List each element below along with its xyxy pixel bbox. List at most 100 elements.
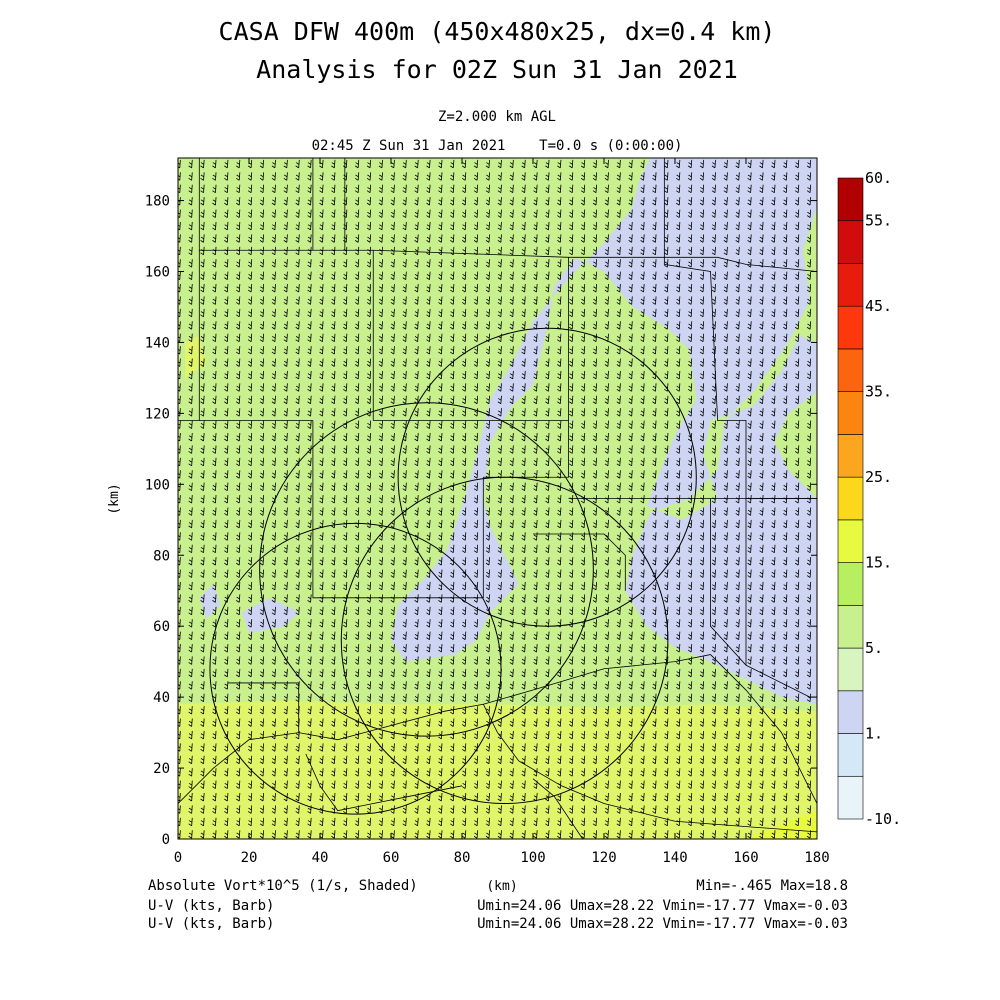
wind-barb — [711, 507, 716, 516]
wind-barb — [521, 619, 526, 628]
wind-barb — [545, 730, 550, 740]
wind-barb — [366, 805, 372, 814]
wind-barb — [616, 221, 621, 231]
wind-barb — [711, 743, 716, 752]
county-line — [532, 778, 584, 839]
wind-barb — [473, 383, 479, 392]
wind-barb — [628, 507, 633, 516]
wind-barb — [747, 159, 752, 169]
wind-barb — [307, 581, 312, 591]
wind-barb — [212, 259, 217, 268]
wind-barb — [557, 259, 562, 268]
wind-barb — [771, 668, 776, 678]
wind-barb — [759, 569, 764, 578]
wind-barb — [569, 271, 574, 280]
wind-barb — [711, 594, 716, 603]
wind-barb — [485, 532, 490, 541]
wind-barb — [200, 470, 205, 479]
wind-barb — [354, 209, 360, 218]
wind-barb — [473, 432, 479, 442]
wind-barb — [485, 668, 490, 678]
wind-barb — [759, 532, 764, 541]
wind-barb — [319, 730, 324, 740]
wind-barb — [485, 184, 490, 194]
wind-barb — [366, 296, 372, 305]
wind-barb — [271, 234, 276, 243]
wind-barb — [652, 594, 657, 603]
wind-barb — [533, 644, 538, 653]
wind-barb — [390, 395, 395, 405]
wind-barb — [236, 159, 241, 169]
wind-barb — [283, 780, 288, 789]
wind-barb — [497, 495, 502, 504]
wind-barb — [545, 507, 550, 516]
wind-barb — [283, 159, 288, 169]
wind-barb — [497, 383, 502, 392]
wind-barb — [521, 656, 526, 665]
wind-barb — [806, 681, 812, 690]
wind-barb — [450, 283, 455, 293]
wind-barb — [533, 619, 538, 628]
wind-barb — [200, 209, 205, 218]
wind-barb — [533, 457, 538, 467]
y-tick-label: 40 — [153, 690, 170, 706]
wind-barb — [664, 184, 669, 194]
wind-barb — [188, 420, 193, 429]
wind-barb — [450, 681, 455, 690]
wind-barb — [652, 693, 657, 703]
wind-barb — [450, 743, 455, 752]
wind-barb — [271, 209, 276, 218]
wind-barb — [616, 159, 621, 169]
wind-barb — [794, 370, 800, 380]
wind-barb — [271, 768, 276, 777]
field-background — [178, 158, 817, 839]
wind-barb — [545, 333, 550, 343]
wind-barb — [616, 283, 621, 293]
wind-barb — [236, 792, 241, 802]
wind-barb — [747, 445, 752, 454]
wind-barb — [545, 395, 550, 405]
wind-barb — [473, 693, 479, 703]
wind-barb — [747, 321, 752, 330]
wind-barb — [783, 283, 788, 293]
wind-barb — [212, 755, 217, 765]
wind-barb — [212, 532, 217, 541]
wind-barb — [640, 532, 645, 541]
wind-barb — [723, 581, 728, 591]
wind-barb — [533, 495, 538, 504]
wind-barb — [616, 395, 621, 405]
wind-barb — [533, 507, 538, 516]
wind-barb — [426, 817, 431, 827]
wind-barb — [723, 395, 728, 405]
wind-barb — [450, 259, 455, 268]
wind-barb — [723, 569, 728, 578]
wind-barb — [378, 395, 383, 405]
wind-barb — [652, 656, 657, 665]
wind-barb — [438, 296, 443, 305]
wind-barb — [592, 768, 598, 777]
wind-barb — [247, 718, 253, 727]
wind-barb — [687, 817, 693, 827]
wind-barb — [628, 631, 633, 640]
wind-barb — [212, 656, 217, 665]
wind-barb — [771, 693, 776, 703]
wind-barb — [366, 644, 372, 653]
wind-barb — [640, 631, 645, 640]
wind-barb — [509, 581, 514, 591]
wind-barb — [723, 830, 728, 839]
wind-barb — [783, 470, 788, 479]
wind-barb — [557, 792, 562, 802]
wind-barb — [438, 308, 443, 318]
wind-barb — [319, 693, 324, 703]
wind-barb — [676, 333, 681, 343]
wind-barb — [402, 619, 407, 628]
wind-barb — [426, 581, 431, 591]
wind-barb — [224, 631, 229, 640]
wind-barb — [794, 221, 800, 231]
wind-barb — [426, 644, 431, 653]
wind-barb — [783, 768, 788, 777]
wind-barb — [664, 259, 669, 268]
wind-barb — [545, 246, 550, 256]
wind-barb — [271, 606, 276, 616]
wind-barb — [485, 346, 490, 355]
